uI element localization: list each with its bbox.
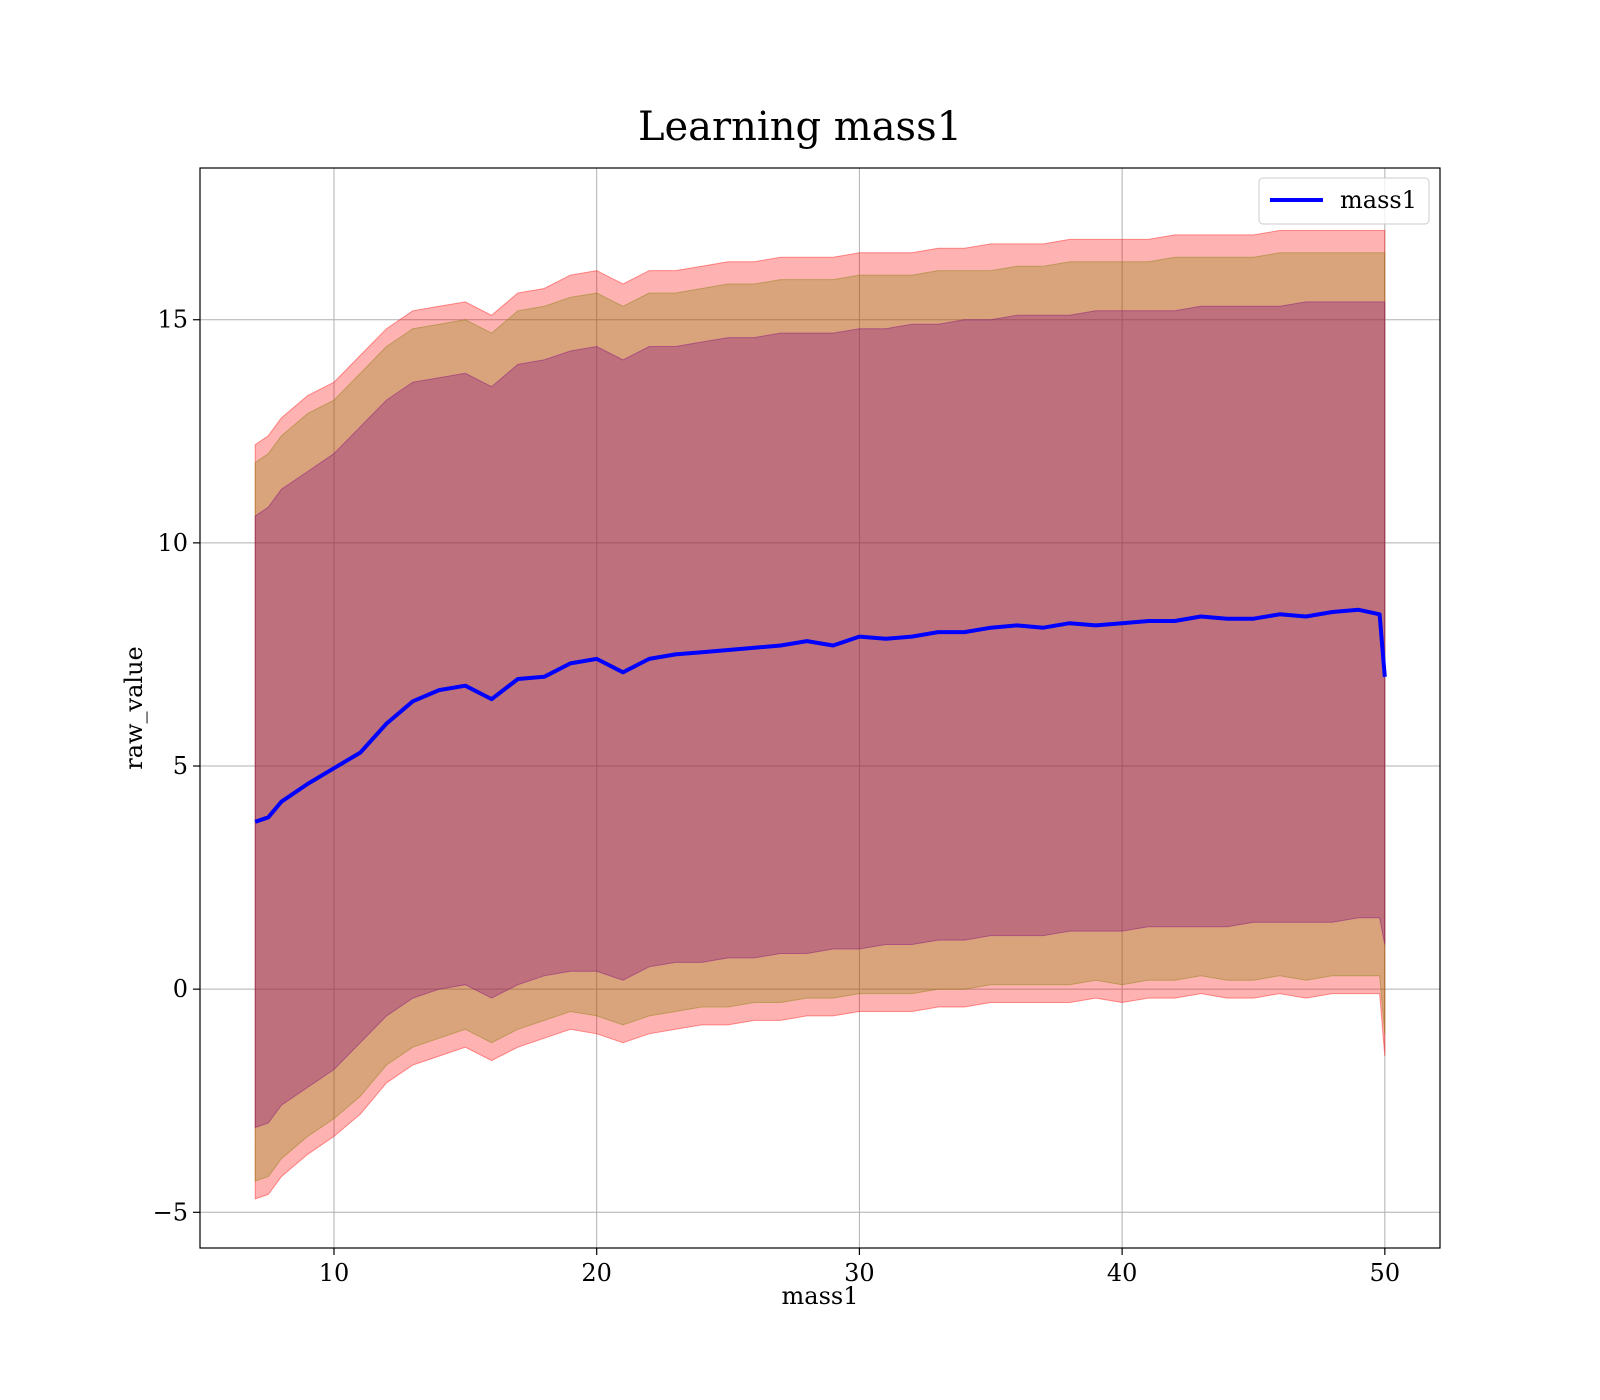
- band-2: [254, 301, 1386, 1129]
- grid: [200, 168, 1440, 1248]
- series: [254, 607, 1387, 824]
- axis-ticks: 10 20 30 40 50 −5 0 5 10 15: [153, 306, 1400, 1287]
- x-axis-label: mass1: [782, 1282, 859, 1310]
- x-tick-label-3: 40: [1107, 1259, 1138, 1287]
- series-line-mass1: [254, 607, 1387, 824]
- y-tick-label-0: −5: [153, 1198, 188, 1226]
- y-tick-label-4: 15: [157, 306, 188, 334]
- x-tick-label-4: 50: [1370, 1259, 1401, 1287]
- y-tick-label-2: 5: [173, 752, 188, 780]
- y-axis-label: raw_value: [120, 646, 148, 770]
- x-tick-label-0: 10: [319, 1259, 350, 1287]
- y-tick-label-3: 10: [157, 529, 188, 557]
- band-0: [254, 230, 1386, 1200]
- x-tick-label-2: 30: [844, 1259, 875, 1287]
- chart-title: Learning mass1: [638, 104, 962, 150]
- legend-frame: [1258, 177, 1430, 225]
- plot-frame: [199, 167, 1441, 1249]
- confidence-bands: [254, 230, 1386, 1200]
- legend-label-mass1: mass1: [1340, 186, 1417, 214]
- legend: mass1: [1258, 177, 1430, 225]
- band-1: [254, 252, 1386, 1182]
- y-tick-label-1: 0: [173, 975, 188, 1003]
- x-tick-label-1: 20: [581, 1259, 612, 1287]
